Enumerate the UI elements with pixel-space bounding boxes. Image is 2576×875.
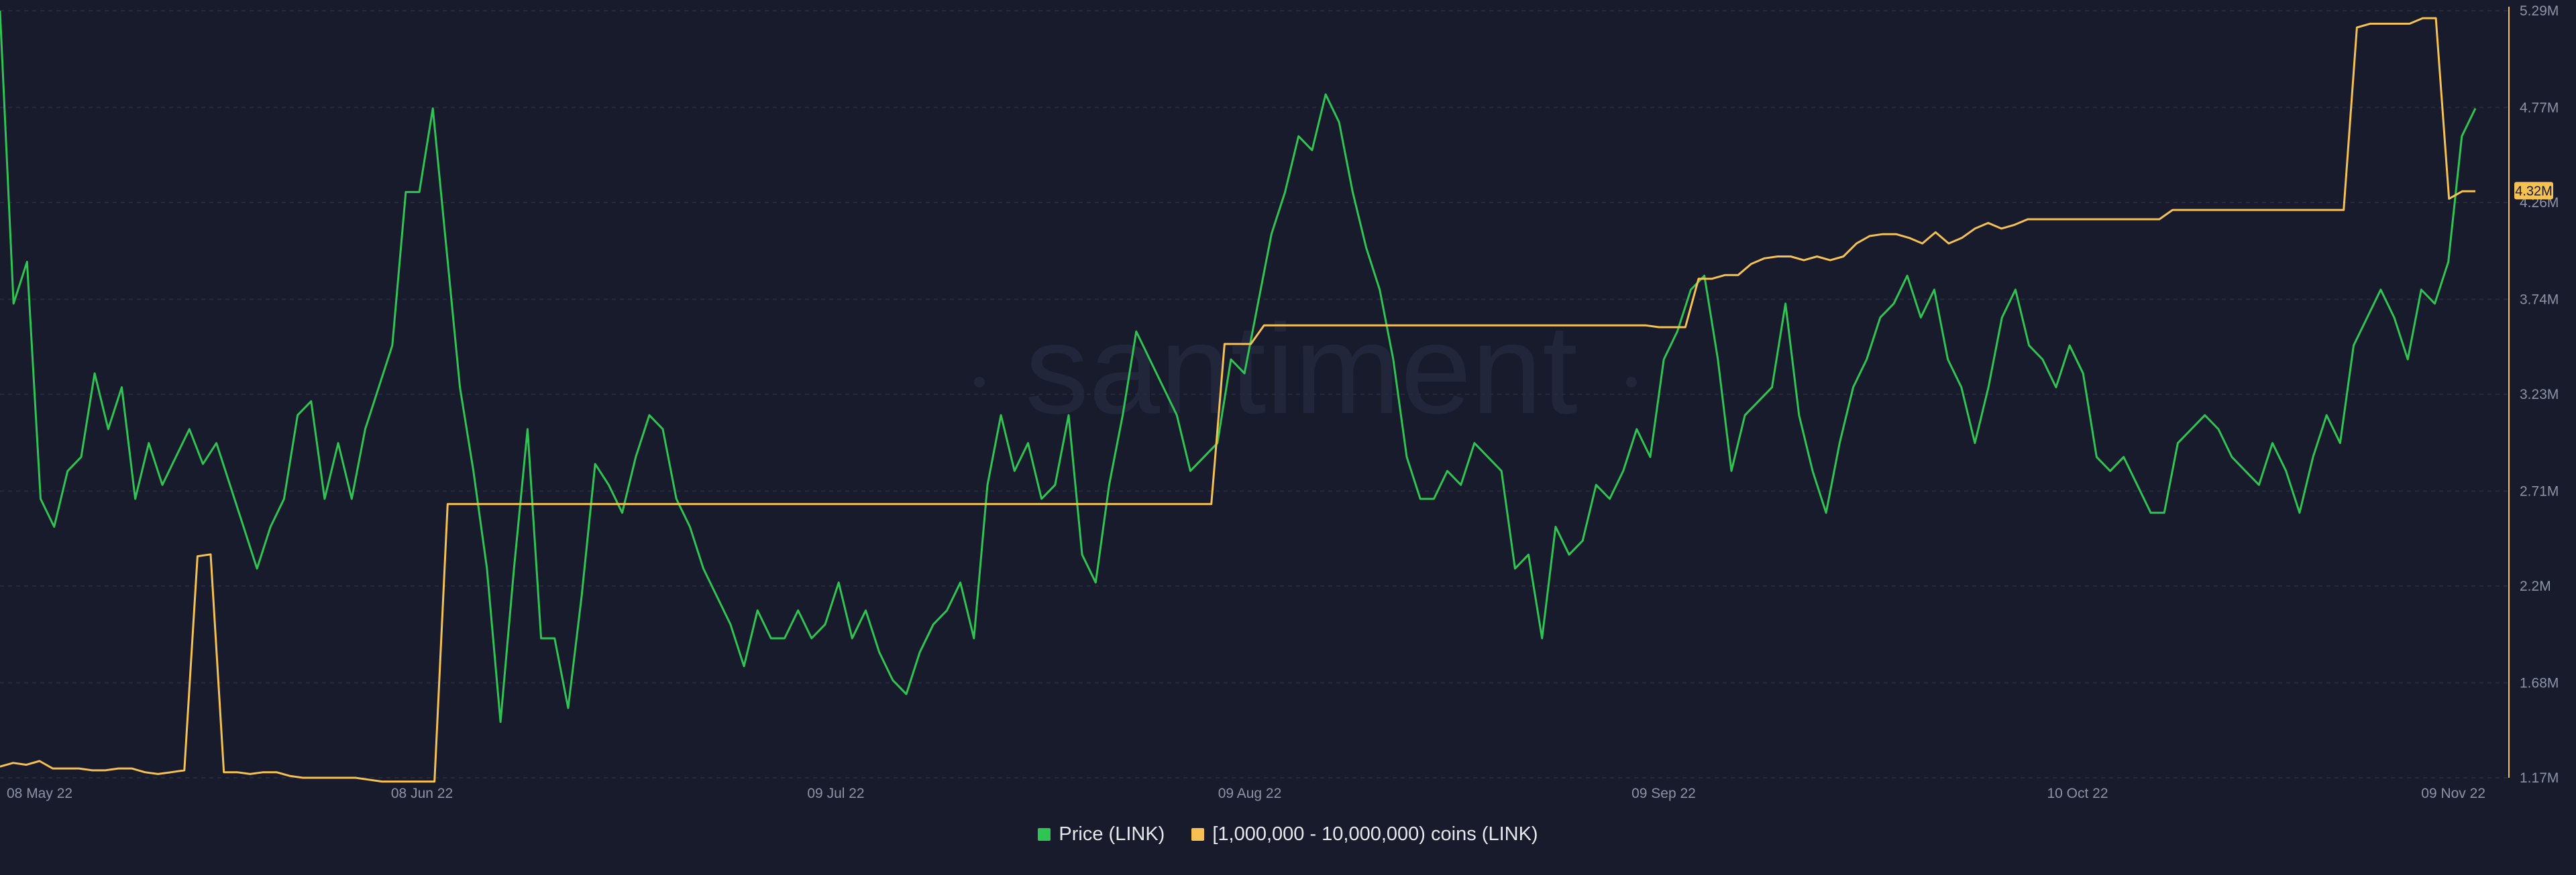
x-axis-ticks: 08 May 22 08 Jun 22 09 Jul 22 09 Aug 22 09 S… bbox=[7, 786, 2485, 801]
watermark-dot-right bbox=[1626, 377, 1637, 388]
x-tick-label: 08 Jun 22 bbox=[391, 786, 453, 801]
x-tick-label: 09 Aug 22 bbox=[1218, 786, 1282, 801]
legend-swatch-price bbox=[1038, 828, 1051, 841]
y-tick-label: 2.71M bbox=[2520, 483, 2559, 499]
y-tick-label: 3.23M bbox=[2520, 387, 2559, 402]
legend-item-price[interactable]: Price (LINK) bbox=[1038, 823, 1165, 845]
watermark-dot-left bbox=[974, 377, 985, 388]
y-tick-label: 3.74M bbox=[2520, 292, 2559, 307]
current-value-badge bbox=[2514, 182, 2553, 200]
current-value-marker: 4.32M bbox=[2514, 182, 2553, 200]
x-tick-label: 09 Nov 22 bbox=[2421, 786, 2485, 801]
x-tick-label: 09 Jul 22 bbox=[807, 786, 864, 801]
y-tick-label: 1.17M bbox=[2520, 770, 2559, 786]
legend-swatch-holders bbox=[1191, 828, 1205, 841]
current-value-label: 4.32M bbox=[2515, 184, 2553, 198]
y-tick-label: 1.68M bbox=[2520, 675, 2559, 691]
holders-series-line bbox=[0, 17, 2475, 783]
y-tick-label: 2.2M bbox=[2520, 579, 2551, 594]
legend-label-holders: [1,000,000 - 10,000,000) coins (LINK) bbox=[1212, 823, 1538, 845]
legend-label-price: Price (LINK) bbox=[1059, 823, 1165, 845]
x-tick-label: 10 Oct 22 bbox=[2047, 786, 2108, 801]
y-tick-label: 5.29M bbox=[2520, 3, 2559, 19]
price-series-line bbox=[0, 10, 2477, 723]
legend: Price (LINK) [1,000,000 - 10,000,000) co… bbox=[0, 823, 2576, 845]
x-tick-label: 09 Sep 22 bbox=[1631, 786, 1696, 801]
series-lines bbox=[0, 10, 2477, 783]
y-tick-label: 4.77M bbox=[2520, 100, 2559, 115]
legend-item-holders[interactable]: [1,000,000 - 10,000,000) coins (LINK) bbox=[1191, 823, 1538, 845]
x-tick-label: 08 May 22 bbox=[7, 786, 72, 801]
y-axis-ticks: 1.17M1.68M2.2M2.71M3.23M3.74M4.26M4.77M5… bbox=[2520, 3, 2559, 786]
santiment-watermark: santiment bbox=[1025, 298, 1578, 441]
